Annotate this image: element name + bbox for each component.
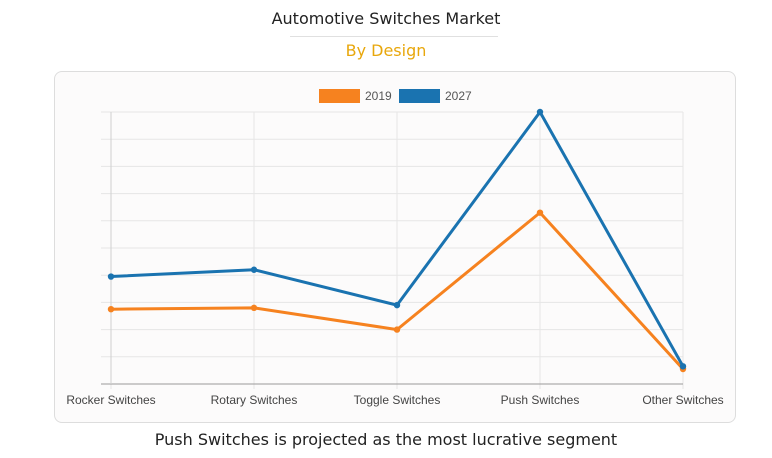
data-point-2019-0 — [107, 306, 115, 313]
chart-subtitle: By Design — [345, 41, 427, 60]
axes — [101, 112, 683, 385]
chart-card — [54, 71, 736, 423]
data-point-2027-0 — [107, 273, 115, 280]
x-tick-label: Rotary Switches — [211, 393, 298, 407]
legend-label-2027: 2027 — [445, 89, 472, 103]
data-point-2027-1 — [250, 266, 258, 273]
x-tick-label: Toggle Switches — [354, 393, 441, 407]
x-tick-label: Push Switches — [501, 393, 580, 407]
legend-swatch-2019 — [319, 89, 360, 103]
data-point-2027-4 — [679, 363, 687, 370]
data-point-2019-3 — [536, 209, 544, 216]
grid-lines — [101, 111, 684, 389]
data-point-2019-1 — [250, 304, 258, 312]
chart-title: Automotive Switches Market — [271, 9, 501, 28]
x-tick-labels: Rocker Switches Rotary Switches Toggle Swi… — [66, 393, 723, 407]
legend-swatch-2027 — [399, 89, 440, 103]
x-tick-label: Other Switches — [642, 393, 723, 407]
data-point-2027-2 — [393, 301, 401, 309]
data-point-2019-2 — [393, 326, 401, 333]
legend-label-2019: 2019 — [365, 89, 392, 103]
legend: 2019 2027 — [319, 89, 472, 103]
series-group — [107, 108, 687, 373]
data-point-2027-3 — [536, 108, 544, 116]
footer-caption: Push Switches is projected as the most l… — [154, 430, 618, 449]
title-divider — [290, 36, 498, 37]
x-tick-label: Rocker Switches — [66, 393, 155, 407]
